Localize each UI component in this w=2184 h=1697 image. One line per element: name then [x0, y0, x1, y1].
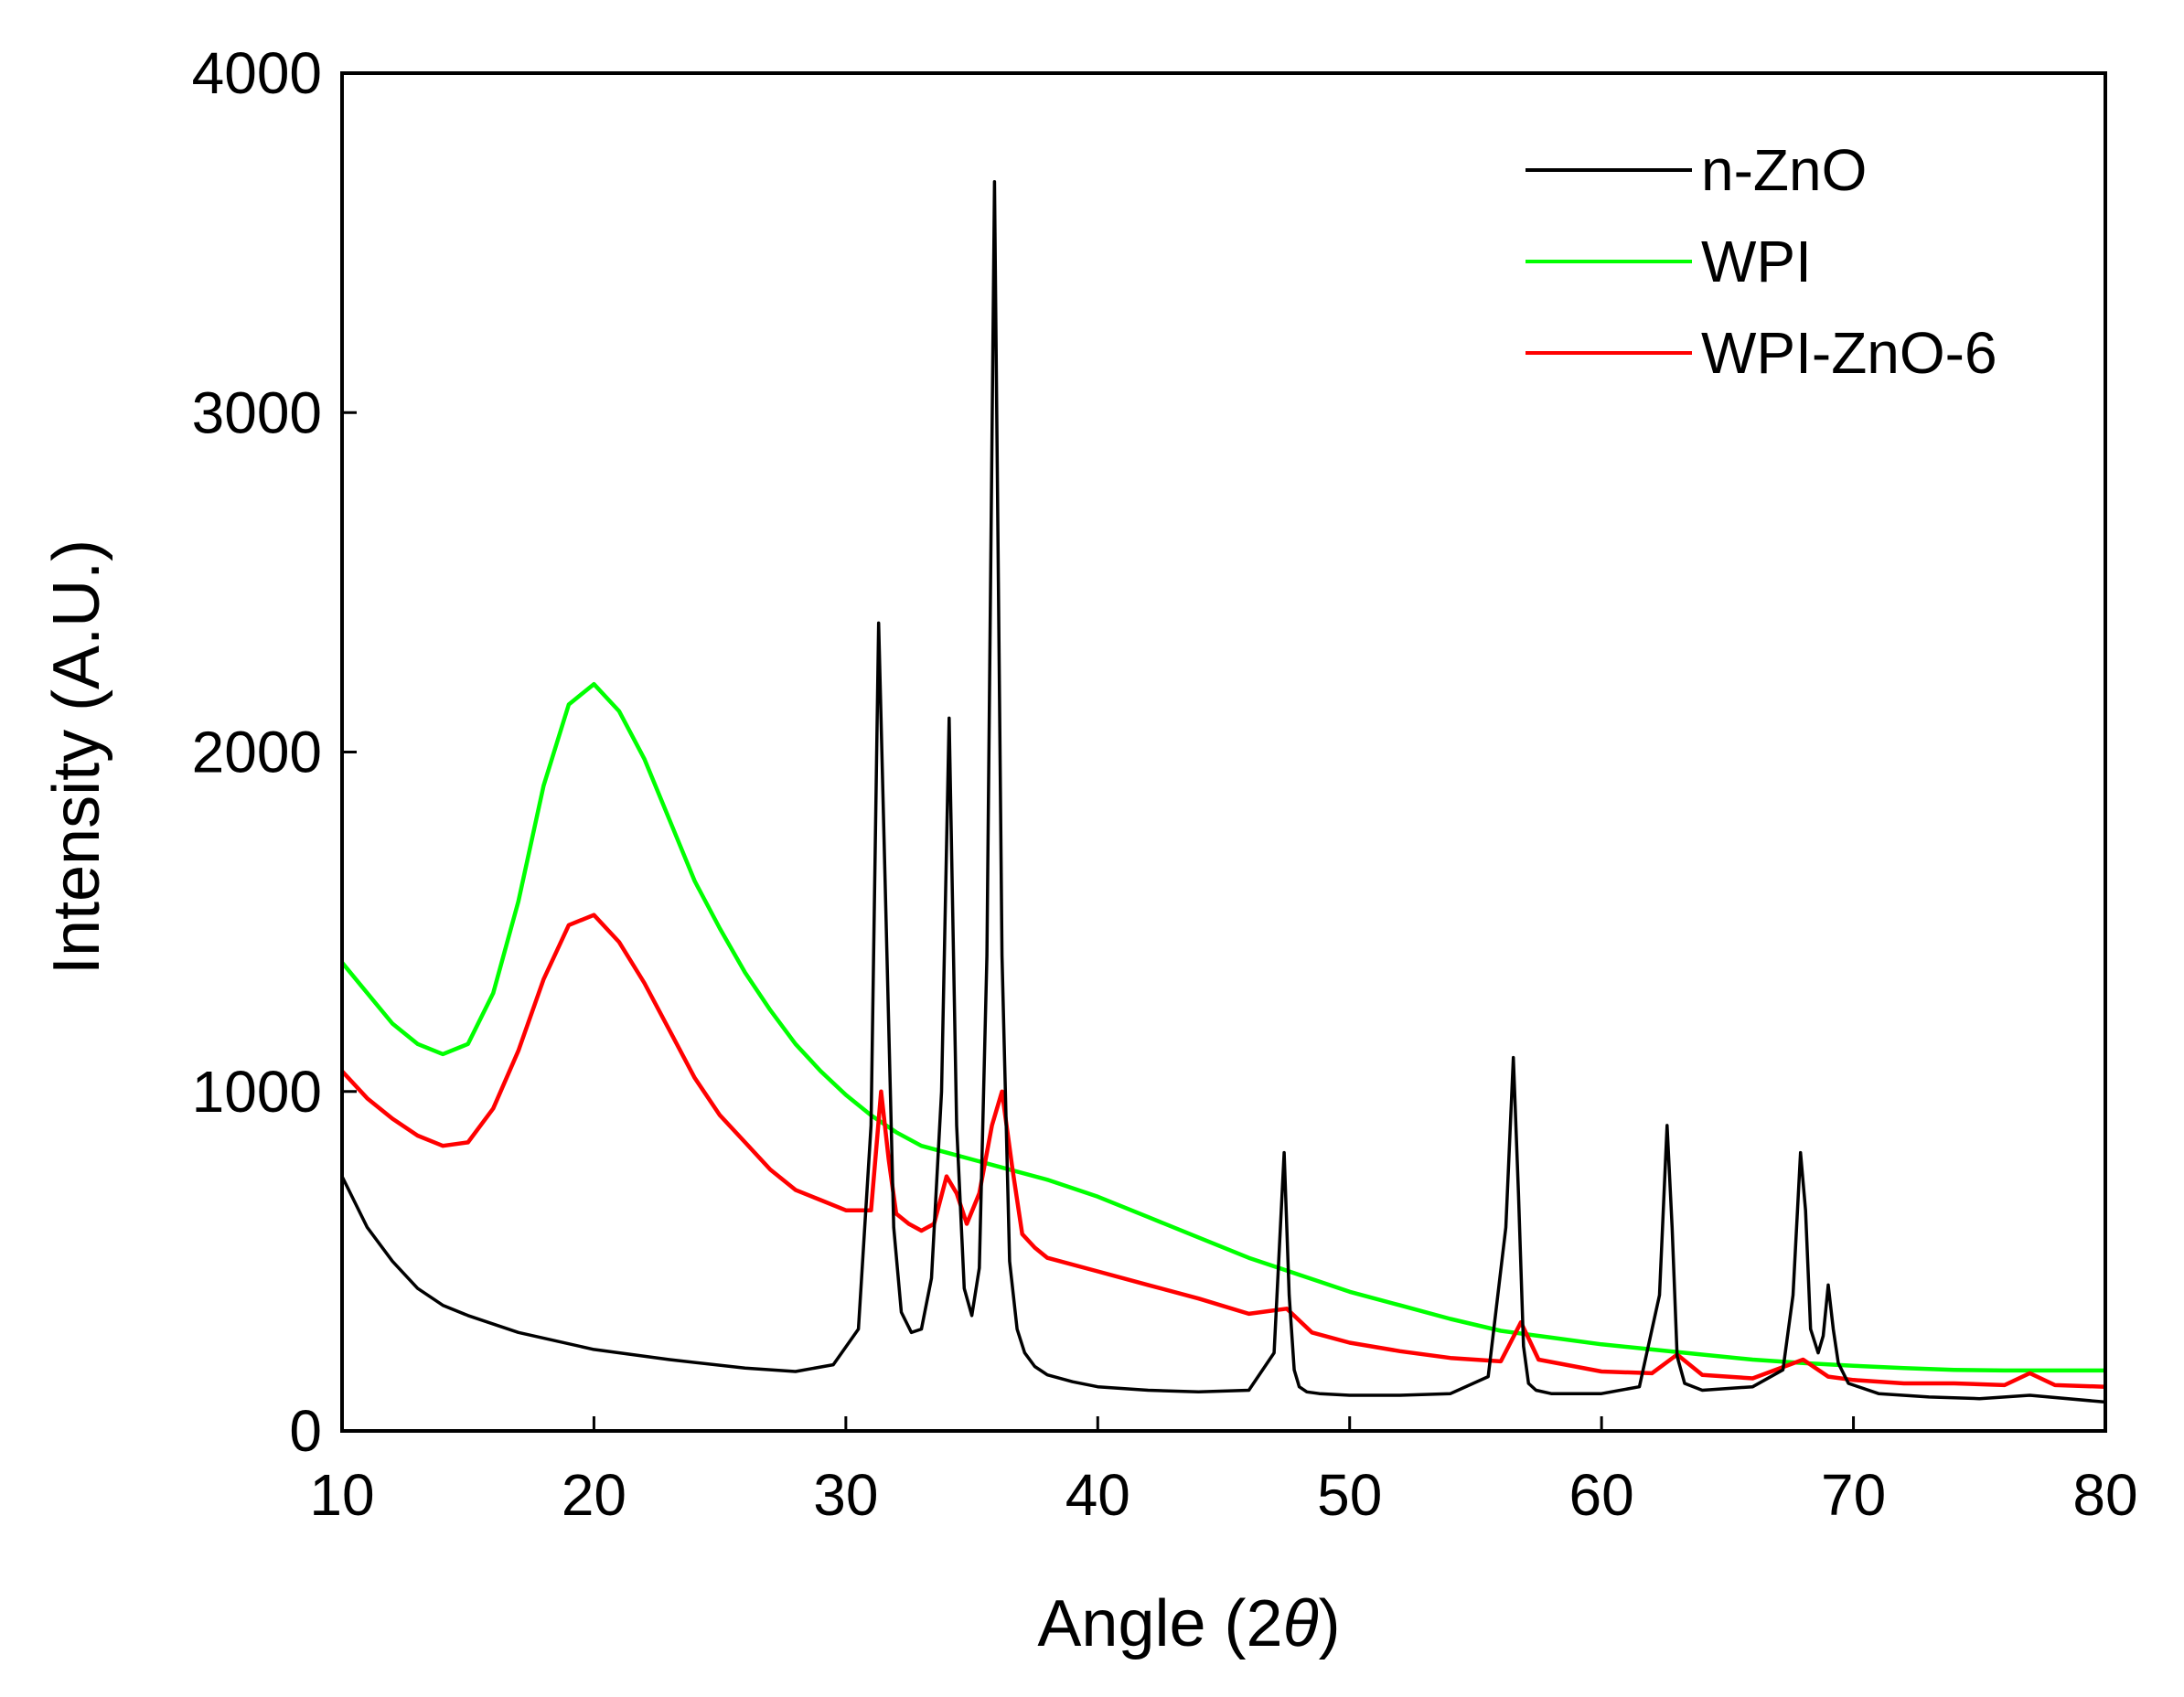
legend-label-n-zno: n-ZnO	[1701, 137, 1867, 203]
y-tick-label: 0	[289, 1398, 322, 1464]
x-tick-label: 30	[813, 1462, 878, 1528]
x-tick-label: 50	[1317, 1462, 1382, 1528]
y-axis: 0 1000 2000 3000 4000	[192, 40, 357, 1464]
x-tick-label: 80	[2072, 1462, 2137, 1528]
x-axis-title: Angle (2θ)	[1037, 1587, 1340, 1660]
y-axis-title: Intensity (A.U.)	[40, 539, 113, 975]
x-axis-title-prefix: Angle (2	[1037, 1587, 1282, 1660]
y-tick-label: 2000	[192, 720, 322, 785]
legend-item-wpi-zno-6: WPI-ZnO-6	[1526, 320, 1997, 386]
x-tick-label: 10	[309, 1462, 374, 1528]
y-tick-label: 4000	[192, 40, 322, 106]
plot-area-frame	[340, 71, 2107, 1433]
series-line-wpi	[340, 681, 2105, 1373]
x-tick-label: 40	[1065, 1462, 1130, 1528]
series-layer	[340, 180, 2106, 1404]
legend-label-wpi: WPI	[1701, 229, 1812, 294]
y-tick-label: 3000	[192, 379, 322, 445]
legend: n-ZnO WPI WPI-ZnO-6	[1526, 137, 1997, 386]
y-tick-label: 1000	[192, 1059, 322, 1125]
x-tick-label: 20	[562, 1462, 626, 1528]
x-axis: 10 20 30 40 50 60 70 80	[309, 1416, 2138, 1528]
legend-item-wpi: WPI	[1526, 229, 1812, 294]
legend-label-wpi-zno-6: WPI-ZnO-6	[1701, 320, 1997, 386]
x-axis-title-suffix: )	[1319, 1587, 1341, 1660]
series-line-wpi-zno-6	[340, 913, 2106, 1389]
x-axis-title-theta: θ	[1283, 1587, 1319, 1660]
x-tick-label: 70	[1821, 1462, 1886, 1528]
series-line-n-zno	[340, 180, 2106, 1404]
legend-item-n-zno: n-ZnO	[1526, 137, 1867, 203]
x-tick-label: 60	[1569, 1462, 1634, 1528]
